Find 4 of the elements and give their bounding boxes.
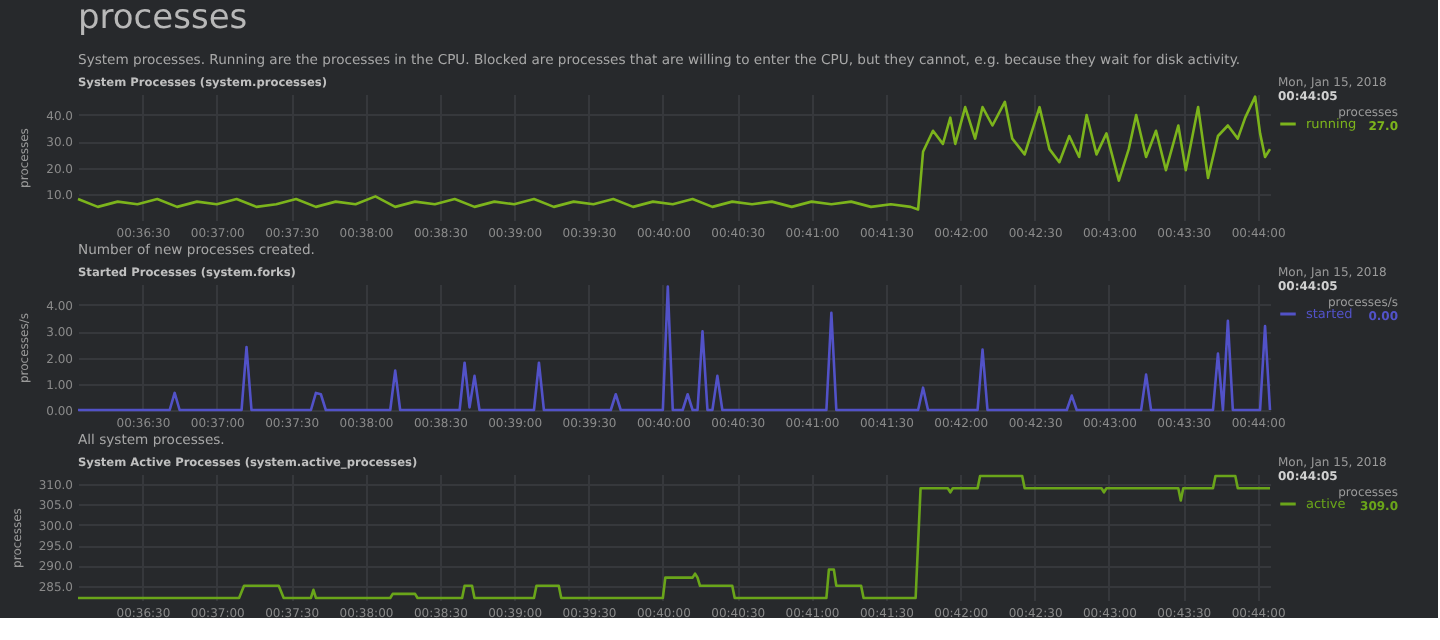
line-series xyxy=(76,95,1272,211)
line-series xyxy=(76,474,1272,600)
line-series xyxy=(76,285,1272,412)
text: processes xyxy=(78,0,248,38)
